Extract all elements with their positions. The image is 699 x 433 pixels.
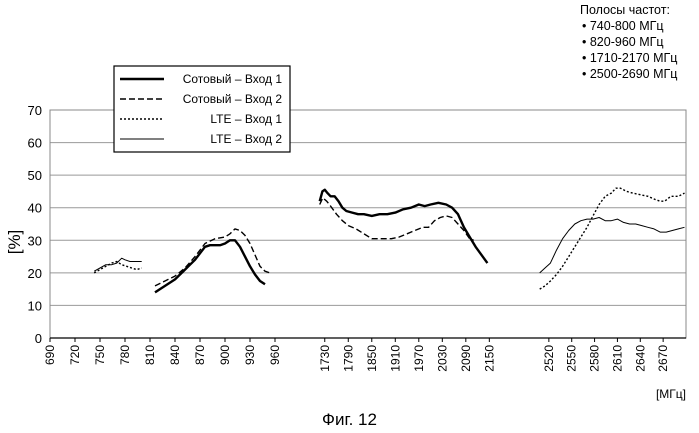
legend-label: Сотовый – Вход 1: [183, 72, 283, 86]
y-tick-label: 50: [28, 168, 42, 183]
legend-label: Сотовый – Вход 2: [183, 92, 283, 106]
x-tick-label: 2610: [610, 345, 624, 372]
chart-legend: Сотовый – Вход 1 Сотовый – Вход 2 LTE – Вх…: [114, 66, 290, 152]
x-axis-unit-label: [МГц]: [656, 387, 686, 401]
x-tick-label: 870: [193, 345, 207, 365]
x-tick-label: 780: [118, 345, 132, 365]
series-line-lte-вход-1: [94, 188, 684, 289]
y-tick-label: 0: [35, 331, 42, 346]
x-tick-label: 1970: [412, 345, 426, 372]
x-tick-label: 2090: [459, 345, 473, 372]
figure-caption: Фиг. 12: [0, 410, 699, 430]
x-tick-label: 2030: [435, 345, 449, 372]
x-tick-label: 2550: [565, 345, 579, 372]
x-tick-label: 750: [93, 345, 107, 365]
x-tick-label: 900: [218, 345, 232, 365]
x-tick-label: 1910: [388, 345, 402, 372]
x-tick-label: 930: [243, 345, 257, 365]
legend-label: LTE – Вход 2: [210, 132, 282, 146]
x-tick-label: 2640: [633, 345, 647, 372]
y-tick-label: 20: [28, 266, 42, 281]
y-tick-label: 60: [28, 136, 42, 151]
y-tick-label: 10: [28, 298, 42, 313]
series-line-lte-вход-2: [94, 218, 684, 273]
y-tick-label: 70: [28, 103, 42, 118]
x-tick-label: 690: [43, 345, 57, 365]
x-tick-label: 1790: [341, 345, 355, 372]
x-tick-label: 720: [68, 345, 82, 365]
x-tick-label: 2580: [588, 345, 602, 372]
x-tick-label: 2150: [482, 345, 496, 372]
x-tick-label: 2670: [656, 345, 670, 372]
y-tick-label: 30: [28, 233, 42, 248]
x-tick-label: 840: [168, 345, 182, 365]
y-tick-label: 40: [28, 201, 42, 216]
x-tick-label: 2520: [542, 345, 556, 372]
x-tick-label: 960: [268, 345, 282, 365]
x-tick-label: 1850: [365, 345, 379, 372]
y-axis-label: [%]: [5, 230, 24, 255]
x-tick-label: 810: [143, 345, 157, 365]
x-tick-label: 1730: [318, 345, 332, 372]
legend-label: LTE – Вход 1: [210, 112, 282, 126]
series-line-сотовый-вход-1: [155, 190, 487, 293]
